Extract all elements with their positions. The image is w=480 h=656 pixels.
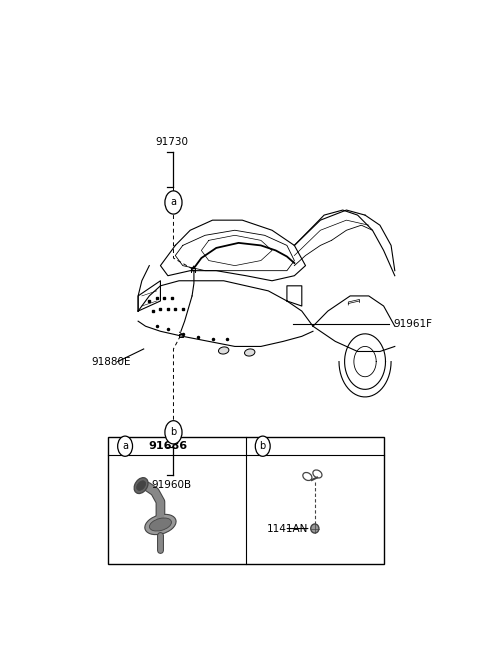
Circle shape — [165, 191, 182, 214]
Text: 91961F: 91961F — [393, 319, 432, 329]
Text: a: a — [170, 197, 177, 207]
Text: b: b — [260, 441, 266, 451]
Circle shape — [165, 420, 182, 444]
Text: b: b — [170, 427, 177, 438]
Ellipse shape — [145, 514, 176, 535]
Text: 91730: 91730 — [155, 137, 188, 147]
Ellipse shape — [244, 349, 255, 356]
Text: 91686: 91686 — [148, 441, 188, 451]
Circle shape — [118, 436, 132, 457]
Ellipse shape — [137, 481, 145, 491]
Text: 1141AN: 1141AN — [266, 523, 308, 533]
Ellipse shape — [218, 347, 229, 354]
Ellipse shape — [149, 518, 171, 531]
Text: 91880E: 91880E — [92, 357, 131, 367]
Text: a: a — [122, 441, 128, 451]
Ellipse shape — [311, 524, 319, 533]
Text: 91960B: 91960B — [152, 480, 192, 490]
Ellipse shape — [134, 478, 148, 493]
Circle shape — [255, 436, 270, 457]
